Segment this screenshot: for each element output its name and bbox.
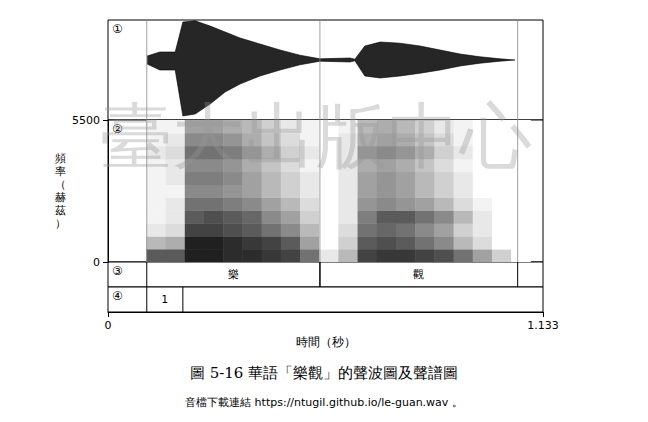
svg-text:1.133: 1.133 [527,319,559,332]
svg-text:5500: 5500 [72,114,100,127]
svg-text:率: 率 [55,165,66,178]
svg-text:（: （ [55,178,66,191]
svg-text:觀: 觀 [413,268,424,281]
svg-text:樂: 樂 [228,268,239,281]
svg-text:0: 0 [105,319,112,332]
svg-text:臺大出版中心: 臺大出版中心 [100,94,532,178]
svg-text:）: ） [55,217,66,230]
svg-text:③: ③ [112,264,123,278]
svg-text:圖 5-16 華語「樂觀」的聲波圖及聲譜圖: 圖 5-16 華語「樂觀」的聲波圖及聲譜圖 [190,364,458,382]
svg-text:0: 0 [93,256,100,269]
svg-text:頻: 頻 [55,152,66,165]
svg-text:赫: 赫 [55,191,66,204]
svg-text:時間（秒）: 時間（秒） [296,335,356,349]
svg-text:1: 1 [161,293,168,306]
svg-text:①: ① [112,22,123,36]
svg-text:音檔下載連結 https://ntugil.github.i: 音檔下載連結 https://ntugil.github.io/le-guan.… [185,396,463,409]
svg-text:④: ④ [112,289,123,303]
svg-text:茲: 茲 [55,204,66,217]
